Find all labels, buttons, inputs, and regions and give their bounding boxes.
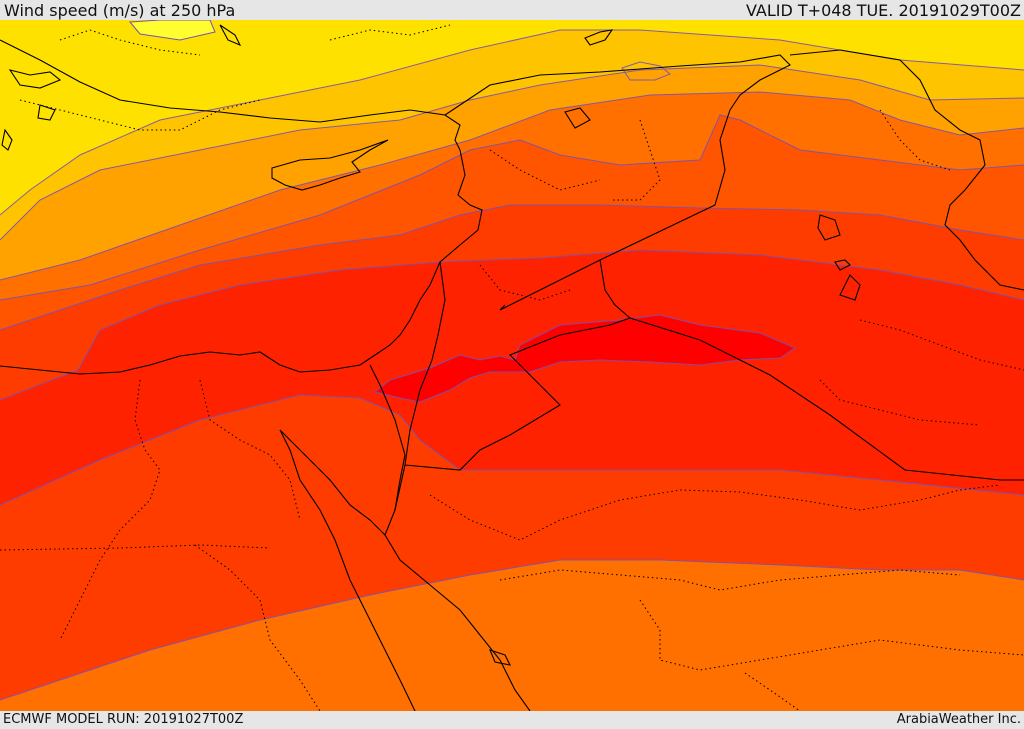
band-7 bbox=[0, 250, 1024, 505]
band-5 bbox=[0, 115, 1024, 330]
footer-bar: ECMWF MODEL RUN: 20191027T00Z ArabiaWeat… bbox=[0, 711, 1024, 729]
valid-time: VALID T+048 TUE. 20191029T00Z bbox=[745, 1, 1021, 20]
band-4 bbox=[0, 92, 1024, 300]
wind-bands bbox=[0, 20, 1024, 711]
band-3 bbox=[0, 65, 1024, 280]
band-2 bbox=[0, 30, 1024, 240]
band-1 bbox=[0, 20, 1024, 215]
contour-lines bbox=[0, 29, 1024, 701]
wind-speed-map bbox=[0, 20, 1024, 711]
header-bar: Wind speed (m/s) at 250 hPa VALID T+048 … bbox=[0, 0, 1024, 20]
credit-label: ArabiaWeather Inc. bbox=[896, 712, 1021, 727]
coastlines-and-borders bbox=[0, 24, 1024, 711]
band-6 bbox=[0, 205, 1024, 700]
political-borders-dotted bbox=[0, 24, 1024, 711]
band-0-top bbox=[128, 20, 216, 41]
model-run-label: ECMWF MODEL RUN: 20191027T00Z bbox=[3, 712, 244, 727]
map-title: Wind speed (m/s) at 250 hPa bbox=[4, 1, 236, 20]
